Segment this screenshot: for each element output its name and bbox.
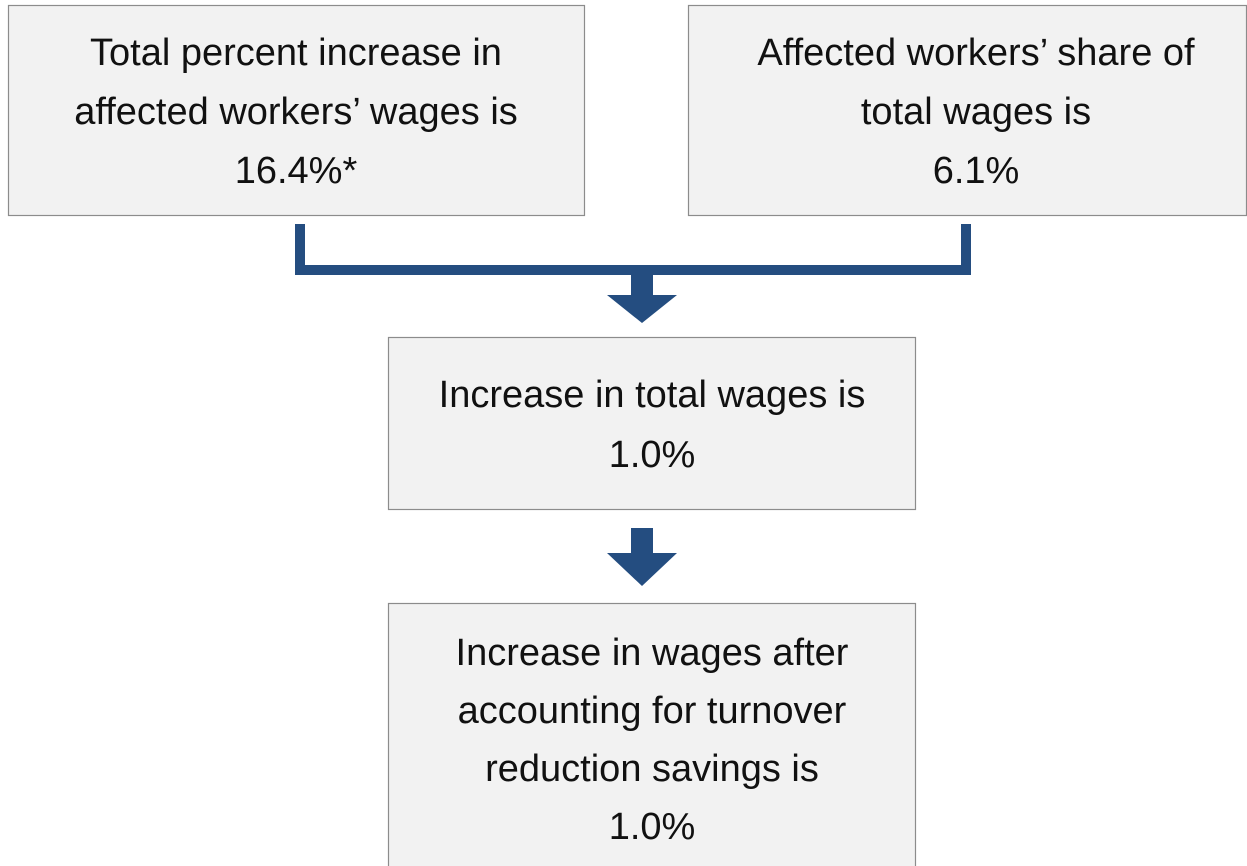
node-box bbox=[387, 602, 917, 866]
node-text: Total percent increase in bbox=[90, 32, 502, 74]
node-text: 6.1% bbox=[933, 150, 1020, 192]
node-text: Increase in total wages is bbox=[439, 374, 866, 416]
node-box bbox=[7, 4, 586, 217]
node-text: affected workers’ wages is bbox=[74, 91, 518, 133]
arrow-stem bbox=[631, 528, 653, 555]
node-box bbox=[387, 336, 917, 511]
node-text: accounting for turnover bbox=[458, 690, 847, 732]
arrow-head bbox=[607, 553, 677, 586]
node-text: reduction savings is bbox=[485, 748, 819, 790]
arrow-head bbox=[607, 295, 677, 323]
node-text: Affected workers’ share of bbox=[757, 32, 1195, 74]
node-text: 16.4%* bbox=[235, 150, 358, 192]
node-text: total wages is bbox=[861, 91, 1091, 133]
node-text: 1.0% bbox=[609, 806, 696, 848]
node-text: Increase in wages after bbox=[456, 632, 849, 674]
node-box bbox=[687, 4, 1247, 217]
connector bbox=[295, 224, 971, 275]
arrow-stem bbox=[631, 265, 653, 297]
labels: Total percent increase in affected worker… bbox=[74, 32, 1195, 848]
node-text: 1.0% bbox=[609, 434, 696, 476]
